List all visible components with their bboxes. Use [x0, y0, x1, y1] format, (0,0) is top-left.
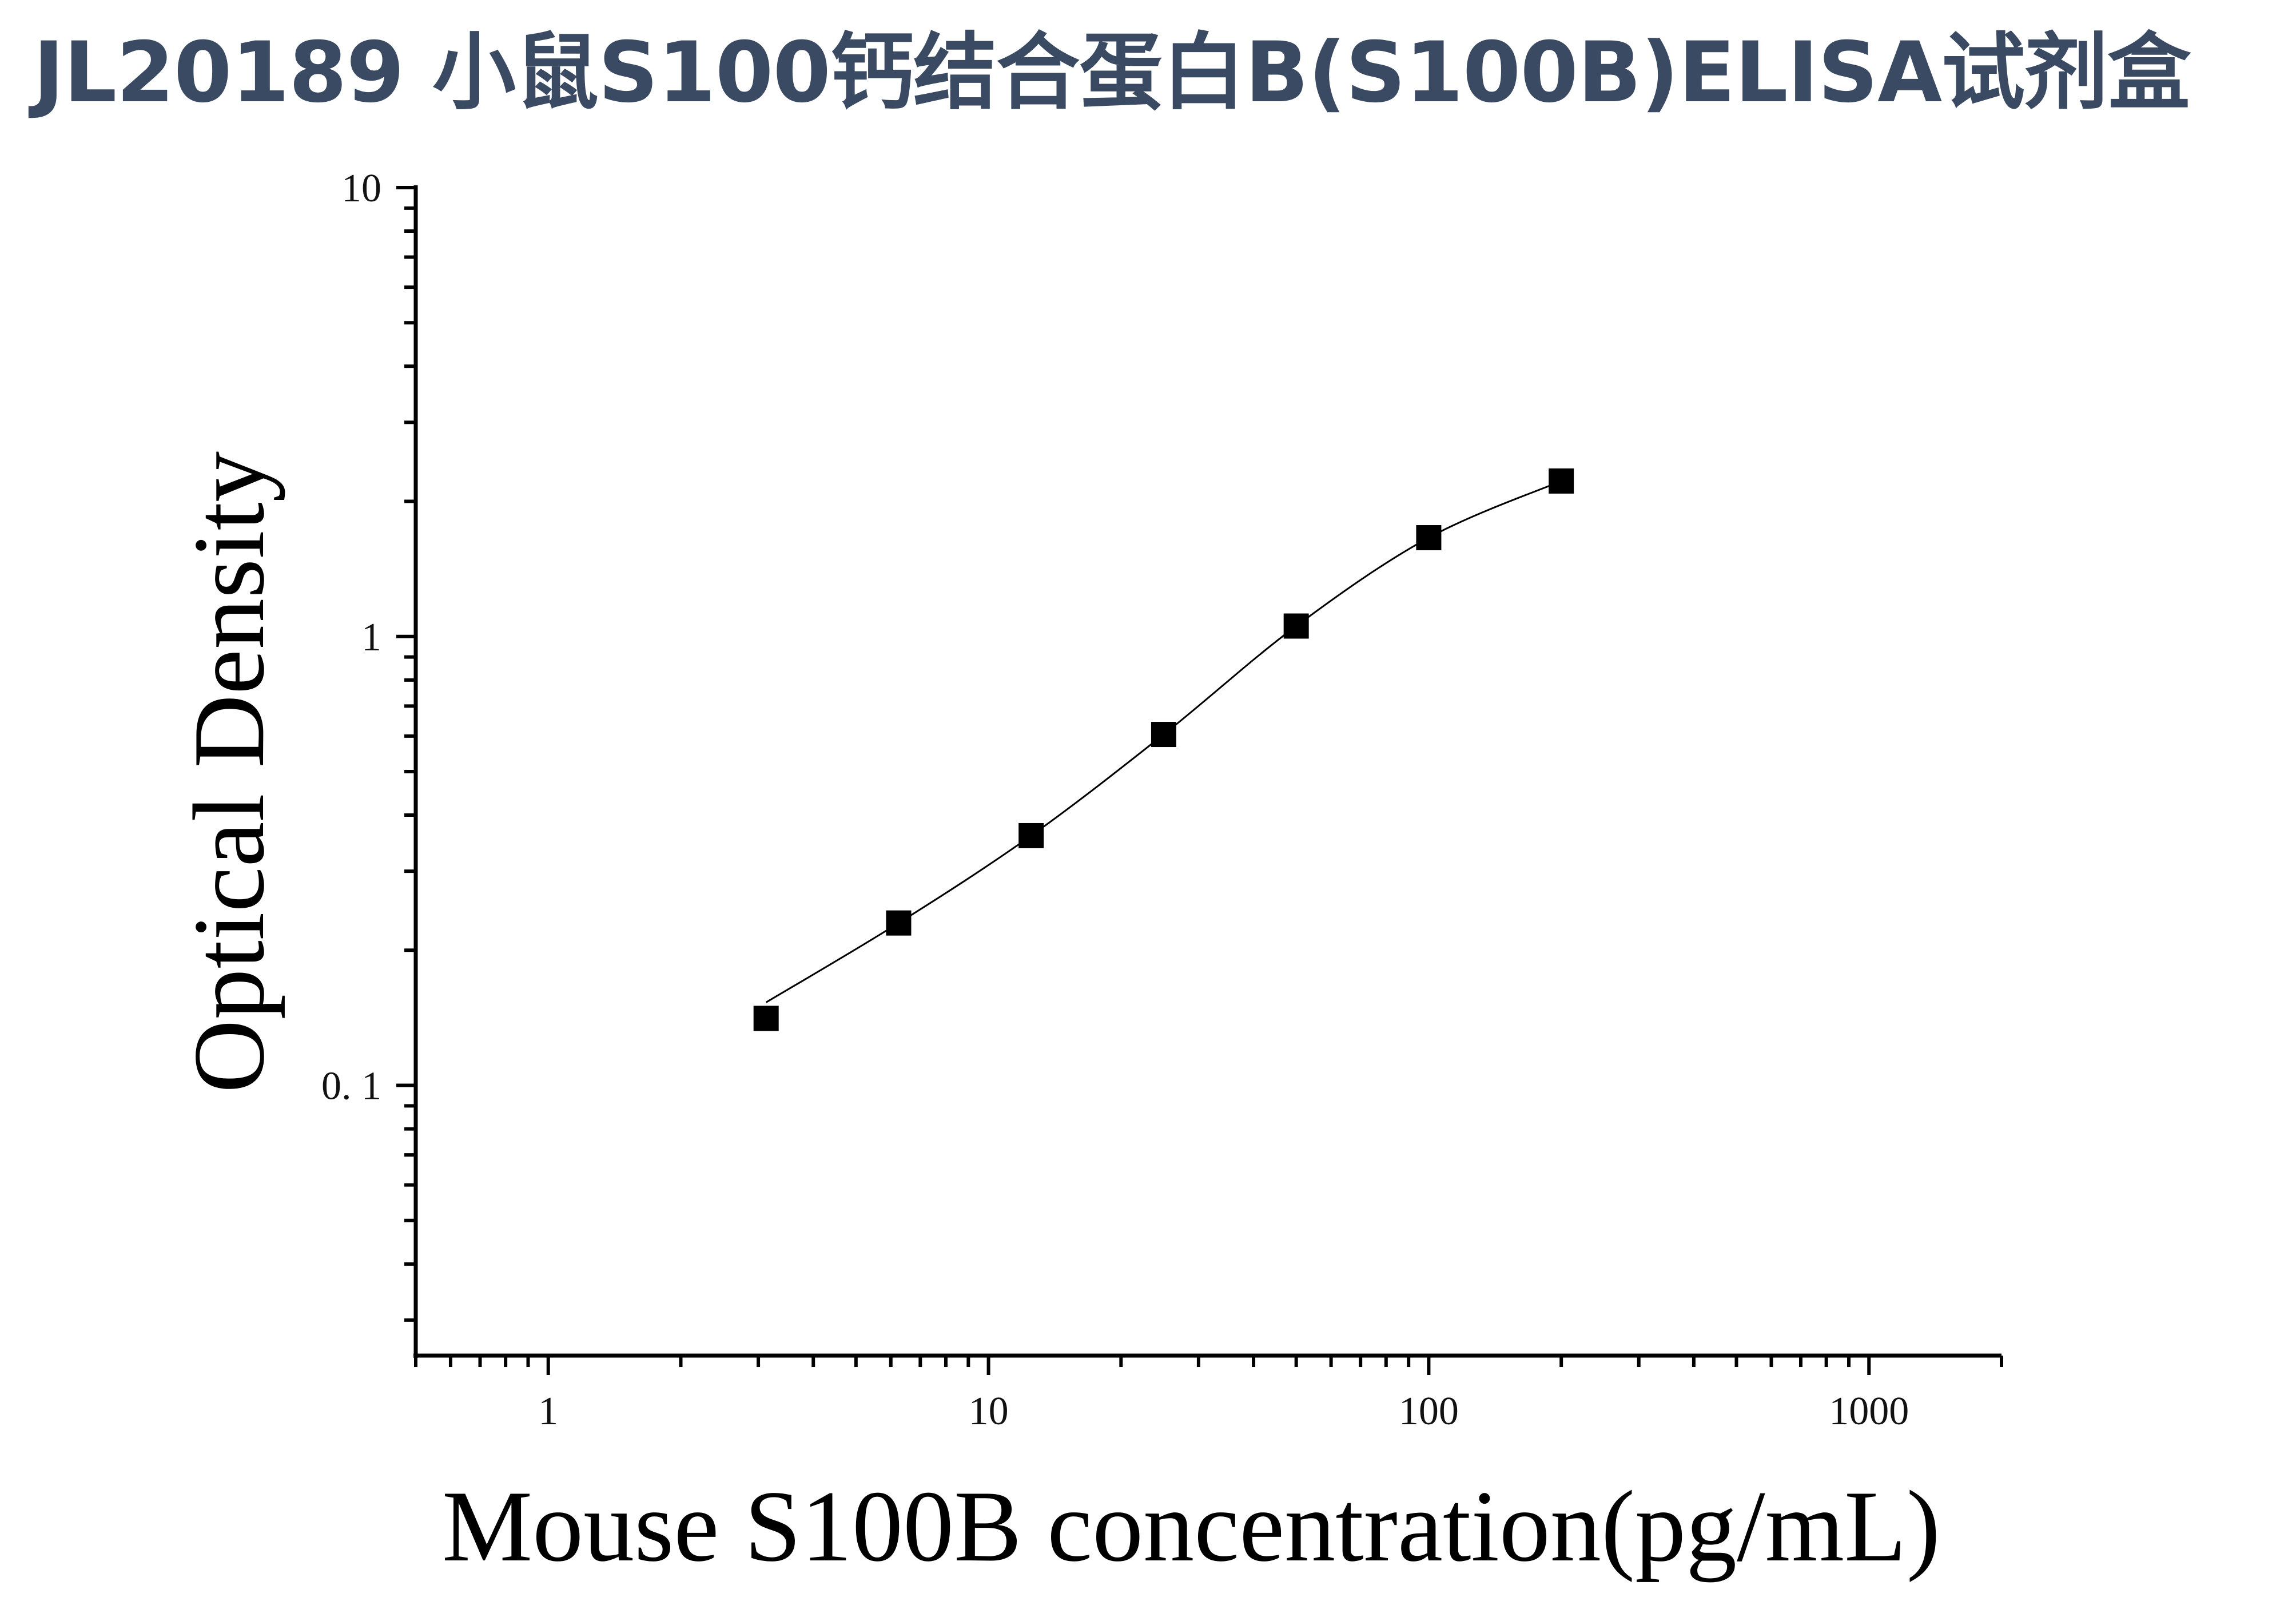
y-tick-label: 0. 1 [321, 1064, 381, 1109]
data-point-square [886, 910, 912, 936]
page-title: JL20189 小鼠S100钙结合蛋白B(S100B)ELISA试剂盒 [33, 24, 2191, 121]
data-point-square [1416, 525, 1442, 551]
data-point-square [1549, 468, 1574, 494]
data-point-square [1151, 722, 1176, 748]
tick-labels: 1 10 100 1000 0. 1 1 10 [321, 166, 1909, 1433]
x-tick-label: 10 [969, 1389, 1009, 1433]
x-tick-label: 100 [1399, 1389, 1459, 1433]
y-tick-label: 1 [361, 615, 381, 660]
y-tick-label: 10 [341, 166, 381, 210]
axes [396, 185, 2003, 1375]
x-tick-label: 1000 [1829, 1389, 1909, 1433]
data-points-layer [753, 468, 1574, 1031]
x-axis-title: Mouse S100B concentration(pg/mL) [442, 1469, 1940, 1583]
data-point-square [1283, 613, 1309, 639]
data-point-square [753, 1006, 779, 1031]
x-tick-label: 1 [538, 1389, 558, 1433]
data-point-square [1018, 823, 1044, 848]
y-axis-title: Optical Density [172, 451, 285, 1093]
